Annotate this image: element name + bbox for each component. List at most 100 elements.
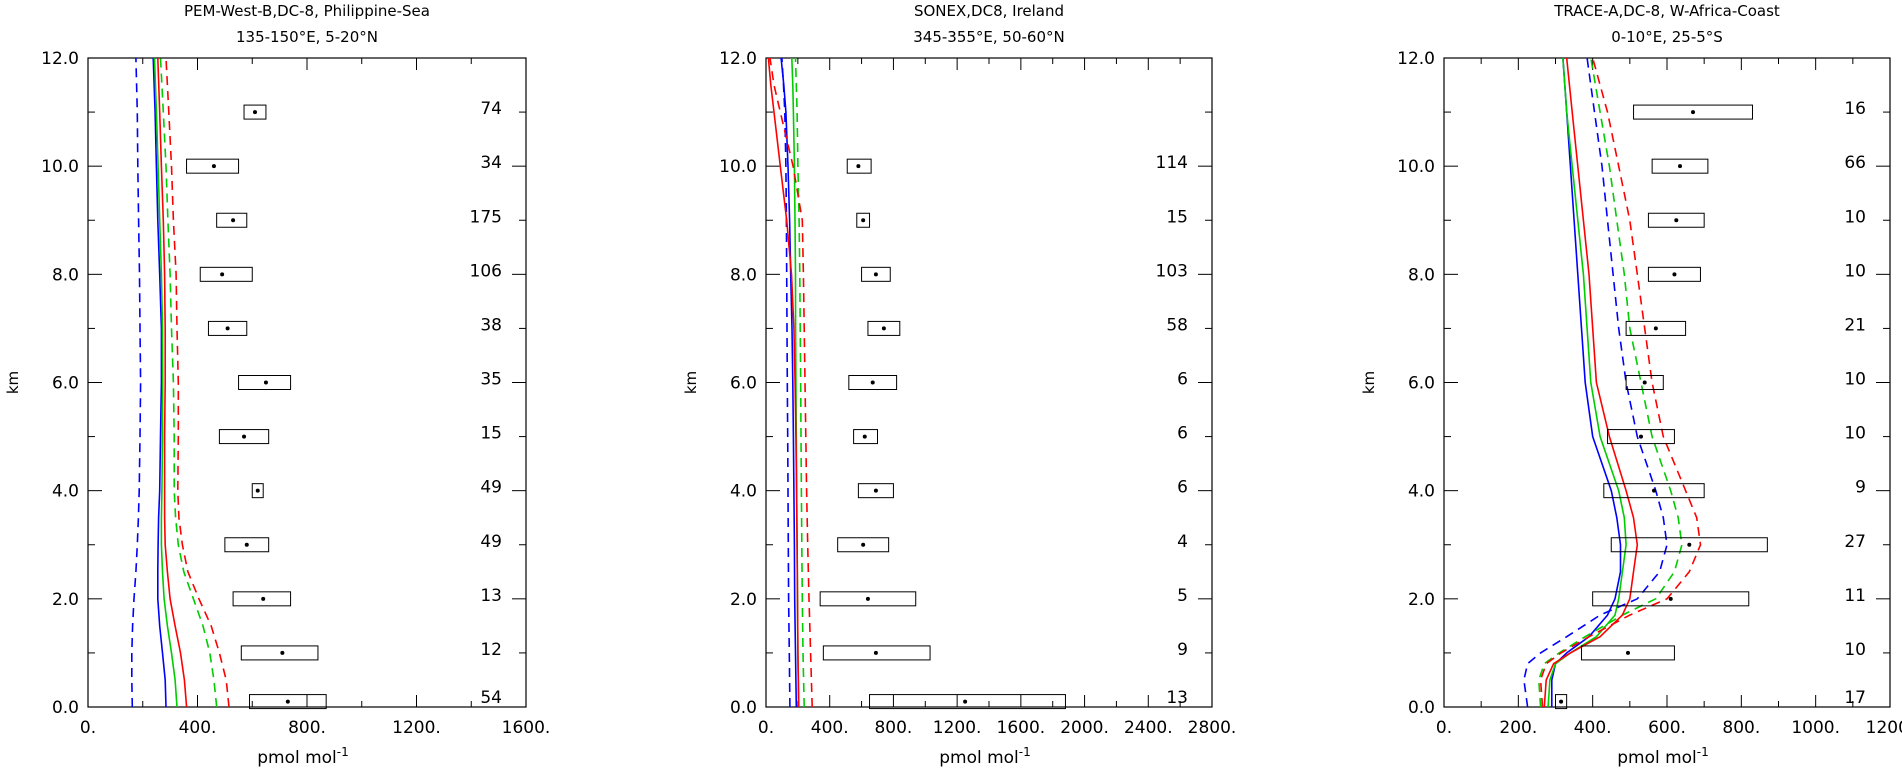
x-axis-label-exponent: -1 [1019,745,1031,759]
obs-mean-dot [252,110,257,115]
obs-mean-dot [856,164,861,169]
series-line-6 [1539,58,1702,707]
x-axis-label: pmol mol-1 [257,745,349,768]
y-tick-label: 4.0 [52,482,79,502]
obs-range-box [1647,212,1705,228]
y-tick-label: 12.0 [1397,49,1435,69]
chart-title: TRACE-A,DC-8, W-Africa-Coast [1553,2,1780,20]
x-tick-label: 1000. [1791,718,1840,738]
chart-subtitle: 345-355°E, 50-60°N [913,28,1065,46]
obs-range-box [251,483,264,499]
obs-range-box [861,266,891,282]
obs-mean-dot [255,488,260,493]
sample-count: 5 [1177,586,1188,606]
obs-range-box [1555,694,1568,710]
sample-count: 17 [1844,688,1866,708]
obs-mean-dot [1638,434,1643,439]
obs-mean-dot [220,272,225,277]
series-line-6 [165,58,230,707]
sample-count: 66 [1844,153,1866,173]
obs-range-box [853,429,878,445]
x-tick-label: 0. [1436,718,1452,738]
sample-count: 54 [480,688,502,708]
obs-mean-dot [873,650,878,655]
plot-frame [765,57,1213,708]
obs-mean-dot [244,542,249,547]
sample-count: 38 [480,315,502,335]
obs-range-box [207,320,248,336]
sample-count: 13 [1166,688,1188,708]
obs-mean-dot [1687,542,1692,547]
sample-count: 27 [1844,532,1866,552]
y-tick-label: 0.0 [52,698,79,718]
x-tick-label: 800. [1722,718,1760,738]
series-line-5 [767,58,800,707]
sample-count: 10 [1844,207,1866,227]
obs-range-box [848,375,898,390]
y-tick-label: 4.0 [1408,482,1435,502]
obs-range-box [1610,537,1768,553]
chart-panel-1: PEM-West-B,DC-8, Philippine-Sea 135-150°E… [4,2,550,768]
obs-mean-dot [1651,488,1656,493]
obs-mean-dot [861,218,866,223]
series-line-5 [157,58,188,707]
obs-range-box [857,483,894,499]
obs-range-box [1651,158,1709,174]
plot-frame [1443,57,1891,708]
y-axis-label: km [1360,371,1378,394]
x-tick-label: 1200. [1866,718,1902,738]
sample-count: 175 [470,207,502,227]
y-tick-label: 8.0 [1408,265,1435,285]
y-tick-label: 6.0 [52,374,79,394]
obs-range-box [1607,429,1675,445]
obs-mean-dot [211,164,216,169]
obs-range-box [856,212,871,228]
sample-count: 9 [1177,640,1188,660]
obs-range-box [846,158,872,174]
obs-mean-dot [873,488,878,493]
series-line-4 [794,58,805,707]
sample-count: 58 [1166,315,1188,335]
chart-title: PEM-West-B,DC-8, Philippine-Sea [184,2,430,20]
plot-frame [87,57,527,708]
x-tick-label: 1200. [933,718,982,738]
sample-count: 6 [1177,424,1188,444]
chart-title: SONEX,DC8, Ireland [914,2,1064,20]
x-tick-label: 400. [1574,718,1612,738]
series-line-6 [769,58,813,707]
sample-count: 34 [480,153,502,173]
y-tick-label: 10.0 [719,157,757,177]
x-tick-label: 0. [80,718,96,738]
x-tick-label: 2000. [1060,718,1109,738]
obs-range-box [1633,104,1753,120]
sample-count: 114 [1156,153,1188,173]
chart-subtitle: 135-150°E, 5-20°N [236,28,378,46]
sample-count: 10 [1844,370,1866,390]
y-tick-label: 12.0 [719,49,757,69]
obs-range-box [243,104,267,120]
x-axis-label-main: pmol mol [1617,748,1697,768]
obs-range-box [232,591,292,607]
y-tick-label: 10.0 [1397,157,1435,177]
y-tick-label: 4.0 [730,482,757,502]
sample-count: 106 [470,261,502,281]
x-tick-label: 0. [758,718,774,738]
sample-count: 103 [1156,261,1188,281]
x-tick-label: 2800. [1188,718,1237,738]
obs-mean-dot [1559,699,1564,704]
x-tick-label: 1600. [997,718,1046,738]
obs-mean-dot [280,650,285,655]
obs-mean-dot [963,699,968,704]
y-tick-label: 6.0 [730,374,757,394]
obs-range-box [186,158,240,174]
sample-count: 21 [1844,315,1866,335]
y-tick-label: 0.0 [730,698,757,718]
series-line-3 [153,58,178,707]
series-line-3 [1547,58,1627,707]
obs-range-box [216,212,248,228]
sample-count: 12 [480,640,502,660]
sample-count: 16 [1844,99,1866,119]
